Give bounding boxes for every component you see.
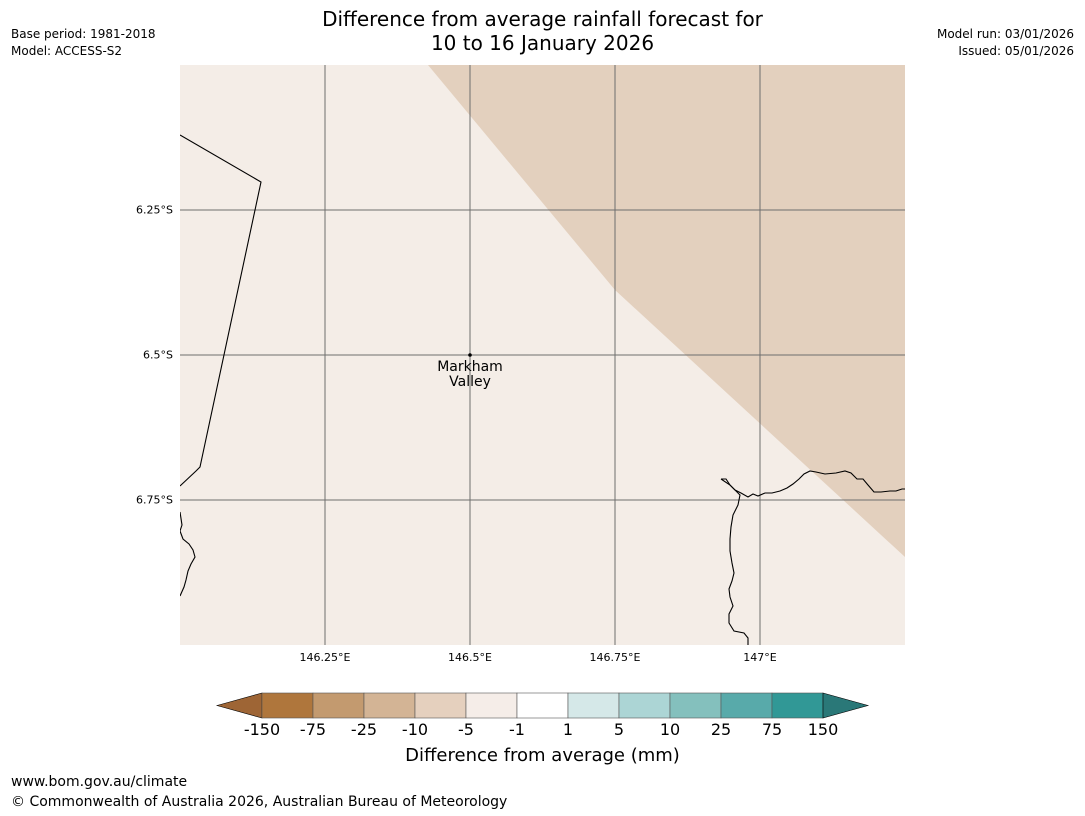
colorbar-tick-label: 1	[562, 720, 574, 739]
colorbar-segment-10	[771, 692, 824, 719]
footer-url[interactable]: www.bom.gov.au/climate	[11, 774, 188, 790]
colorbar-extend-left	[215, 692, 263, 719]
colorbar-tick-label: 75	[761, 720, 783, 739]
issued-text: Issued: 05/01/2026	[958, 44, 1074, 58]
colorbar-tick-label: 10	[659, 720, 681, 739]
colorbar-segment-6	[567, 692, 620, 719]
colorbar	[215, 692, 870, 719]
map-region-category-minus10-to-minus5	[428, 65, 905, 557]
place-name-line-2: Valley	[449, 374, 491, 390]
colorbar-segment-4	[465, 692, 518, 719]
coastline-west	[180, 134, 262, 487]
coastline-southeast	[721, 470, 905, 498]
colorbar-segment-7	[618, 692, 671, 719]
colorbar-tick-label: -1	[509, 720, 525, 739]
lon-tick-label: 147°E	[743, 651, 777, 664]
colorbar-tick-label: -150	[243, 720, 281, 739]
colorbar-segment-3	[414, 692, 467, 719]
lon-tick-label: 146.75°E	[589, 651, 641, 664]
colorbar-tick-label: -10	[401, 720, 429, 739]
graticule	[180, 65, 905, 645]
coastline	[180, 134, 905, 645]
place-name-line-1: Markham	[437, 359, 503, 375]
colorbar-tick-label: 5	[613, 720, 625, 739]
lat-tick-label: 6.75°S	[136, 493, 173, 507]
model-text: Model: ACCESS-S2	[11, 44, 123, 58]
place-label-markham-valley: Markham Valley	[410, 360, 530, 390]
river	[720, 478, 749, 645]
colorbar-tick-label: -5	[458, 720, 474, 739]
colorbar-tick-label: 150	[807, 720, 839, 739]
header-left-meta: Base period: 1981-2018 Model: ACCESS-S2	[11, 26, 156, 60]
map-title: Difference from average rainfall forecas…	[180, 7, 905, 55]
base-period-text: Base period: 1981-2018	[11, 27, 156, 41]
footer-copyright: © Commonwealth of Australia 2026, Austra…	[11, 794, 508, 810]
lat-tick-label: 6.5°S	[143, 348, 173, 362]
lon-tick-label: 146.25°E	[299, 651, 351, 664]
colorbar-segment-8	[669, 692, 722, 719]
colorbar-segment-9	[720, 692, 773, 719]
markham-valley-marker	[468, 353, 472, 357]
lat-tick-label: 6.25°S	[136, 203, 173, 217]
colorbar-segment-5	[516, 692, 569, 719]
model-run-text: Model run: 03/01/2026	[936, 27, 1074, 41]
title-line-2: 10 to 16 January 2026	[430, 31, 655, 55]
colorbar-label: Difference from average (mm)	[405, 745, 680, 766]
colorbar-segment-0	[261, 692, 314, 719]
header-right-meta: Model run: 03/01/2026 Issued: 05/01/2026	[937, 26, 1074, 60]
forecast-map[interactable]	[180, 65, 905, 645]
title-line-1: Difference from average rainfall forecas…	[322, 7, 763, 31]
colorbar-tick-label: -75	[299, 720, 327, 739]
colorbar-segment-2	[363, 692, 416, 719]
coastline-southwest	[180, 511, 196, 597]
colorbar-extend-right	[822, 692, 870, 719]
colorbar-tick-label: 25	[710, 720, 732, 739]
colorbar-segment-1	[312, 692, 365, 719]
lon-tick-label: 146.5°E	[448, 651, 492, 664]
colorbar-tick-label: -25	[350, 720, 378, 739]
